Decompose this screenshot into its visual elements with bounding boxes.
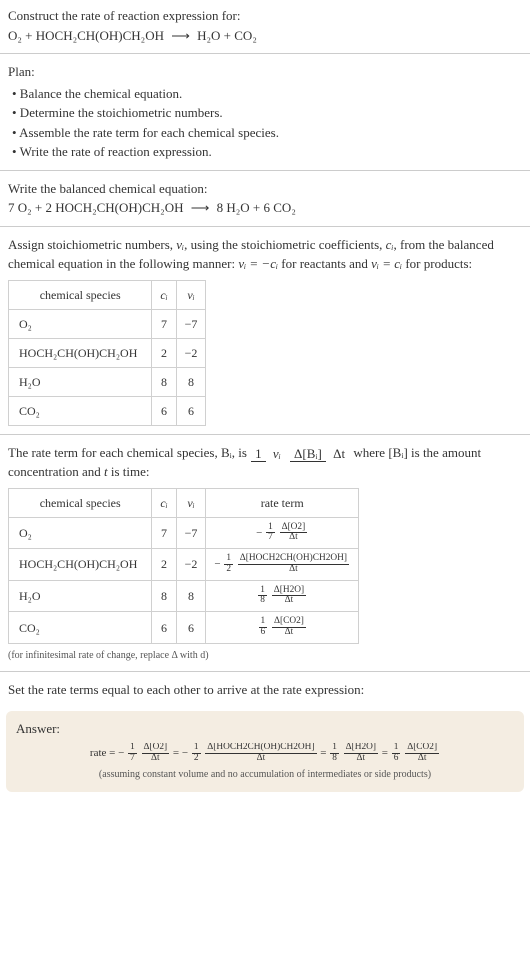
intro-section: Construct the rate of reaction expressio… [0,0,530,51]
answer-expression: rate = − 17 Δ[O2]Δt = − 12 Δ[HOCH2CH(OH)… [16,743,514,764]
separator [0,170,530,171]
rate-term-section: The rate term for each chemical species,… [0,437,530,669]
balanced-lhs: 7 O₂ + 2 HOCH₂CH(OH)CH₂OH [8,200,183,215]
rate-label: rate = [90,747,118,759]
stoich-nu: νᵢ [176,237,184,252]
rate-frac-coef: 1 νᵢ [250,447,286,461]
cell-rate-term: 18 Δ[H2O]Δt [206,580,359,612]
intro-products: H₂O + CO₂ [197,28,257,43]
cell-species: O₂ [9,309,152,338]
cell-nu: −2 [176,338,206,367]
col-nui: νᵢ [176,280,206,309]
col-species: chemical species [9,280,152,309]
answer-title: Answer: [16,719,514,739]
stoich-text: for products: [402,256,472,271]
intro-prompt: Construct the rate of reaction expressio… [8,6,522,26]
cell-nu: 6 [176,396,206,425]
cell-species: CO₂ [9,396,152,425]
balanced-arrow: ⟶ [187,200,214,215]
cell-species: O₂ [9,517,152,549]
cell-species: H₂O [9,367,152,396]
cell-c: 7 [152,517,176,549]
cell-c: 6 [152,612,176,644]
cell-species: CO₂ [9,612,152,644]
plan-bullet: • Write the rate of reaction expression. [8,142,522,162]
cell-species: HOCH₂CH(OH)CH₂OH [9,338,152,367]
rate-text: is time: [108,464,150,479]
cell-nu: 8 [176,367,206,396]
intro-arrow: ⟶ [167,28,194,43]
plan-bullets: • Balance the chemical equation. • Deter… [8,84,522,162]
cell-nu: −7 [176,517,206,549]
cell-rate-term: − 17 Δ[O2]Δt [206,517,359,549]
cell-nu: 8 [176,580,206,612]
plan-bullet: • Balance the chemical equation. [8,84,522,104]
cell-c: 8 [152,580,176,612]
stoich-text: for reactants and [278,256,371,271]
cell-species: H₂O [9,580,152,612]
table-row: CO₂ 6 6 [9,396,206,425]
separator [0,671,530,672]
table-row: H₂O 8 8 [9,367,206,396]
cell-rate-term: − 12 Δ[HOCH2CH(OH)CH2OH]Δt [206,549,359,581]
cell-c: 2 [152,549,176,581]
rate-footnote: (for infinitesimal rate of change, repla… [8,648,522,663]
rate-text: The rate term for each chemical species,… [8,445,250,460]
intro-reactants: O₂ + HOCH₂CH(OH)CH₂OH [8,28,164,43]
stoich-text: Assign stoichiometric numbers, [8,237,176,252]
intro-equation: O₂ + HOCH₂CH(OH)CH₂OH ⟶ H₂O + CO₂ [8,26,522,46]
table-row: H₂O 8 8 18 Δ[H2O]Δt [9,580,359,612]
col-ci: cᵢ [152,280,176,309]
plan-title: Plan: [8,62,522,82]
cell-c: 6 [152,396,176,425]
cell-species: HOCH₂CH(OH)CH₂OH [9,549,152,581]
separator [0,434,530,435]
stoich-ci: cᵢ [386,237,394,252]
table-header-row: chemical species cᵢ νᵢ [9,280,206,309]
cell-c: 7 [152,309,176,338]
table-row: HOCH₂CH(OH)CH₂OH 2 −2 − 12 Δ[HOCH2CH(OH)… [9,549,359,581]
cell-nu: 6 [176,612,206,644]
separator [0,226,530,227]
table-row: O₂ 7 −7 − 17 Δ[O2]Δt [9,517,359,549]
col-rate: rate term [206,488,359,517]
separator [0,53,530,54]
answer-assumption: (assuming constant volume and no accumul… [16,767,514,782]
plan-section: Plan: • Balance the chemical equation. •… [0,56,530,168]
table-row: O₂ 7 −7 [9,309,206,338]
balanced-equation: 7 O₂ + 2 HOCH₂CH(OH)CH₂OH ⟶ 8 H₂O + 6 CO… [8,198,522,218]
stoich-section: Assign stoichiometric numbers, νᵢ, using… [0,229,530,432]
stoich-table: chemical species cᵢ νᵢ O₂ 7 −7 HOCH₂CH(O… [8,280,206,426]
stoich-eq1: νᵢ = −cᵢ [238,256,278,271]
cell-c: 8 [152,367,176,396]
rate-table: chemical species cᵢ νᵢ rate term O₂ 7 −7… [8,488,359,644]
stoich-eq2: νᵢ = cᵢ [371,256,402,271]
plan-bullet: • Assemble the rate term for each chemic… [8,123,522,143]
cell-rate-term: 16 Δ[CO2]Δt [206,612,359,644]
final-intro: Set the rate terms equal to each other t… [0,674,530,706]
cell-nu: −2 [176,549,206,581]
table-header-row: chemical species cᵢ νᵢ rate term [9,488,359,517]
balanced-section: Write the balanced chemical equation: 7 … [0,173,530,224]
table-row: HOCH₂CH(OH)CH₂OH 2 −2 [9,338,206,367]
col-species: chemical species [9,488,152,517]
cell-c: 2 [152,338,176,367]
col-nui: νᵢ [176,488,206,517]
stoich-text: , using the stoichiometric coefficients, [184,237,386,252]
plan-bullet: • Determine the stoichiometric numbers. [8,103,522,123]
balanced-rhs: 8 H₂O + 6 CO₂ [217,200,296,215]
rate-frac-delta: Δ[Bᵢ] Δt [289,447,350,461]
answer-box: Answer: rate = − 17 Δ[O2]Δt = − 12 Δ[HOC… [6,711,524,792]
cell-nu: −7 [176,309,206,338]
col-ci: cᵢ [152,488,176,517]
balanced-title: Write the balanced chemical equation: [8,179,522,199]
table-row: CO₂ 6 6 16 Δ[CO2]Δt [9,612,359,644]
